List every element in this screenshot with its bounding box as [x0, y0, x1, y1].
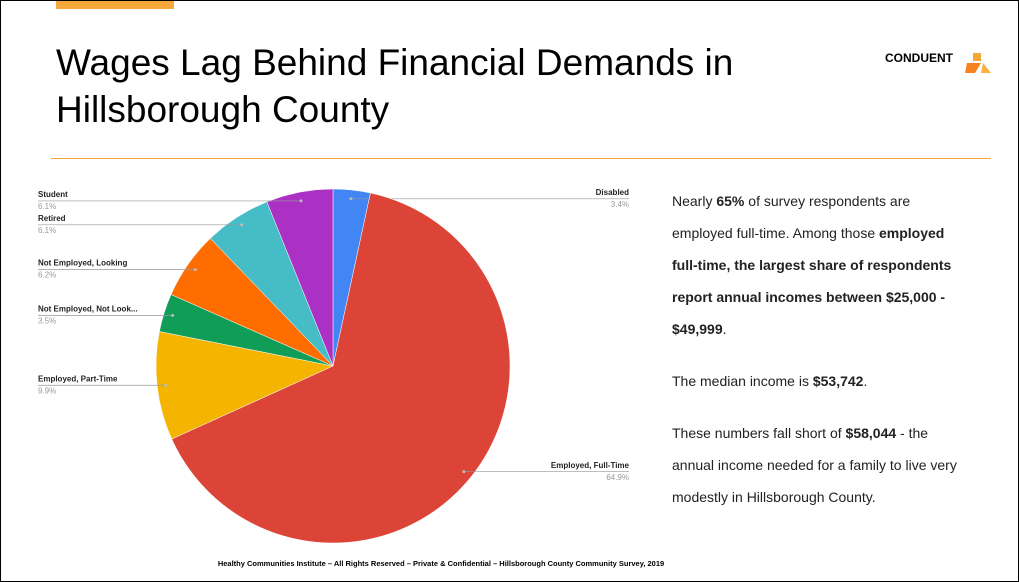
logo-icon: [965, 53, 991, 73]
divider: [51, 158, 991, 159]
slice-label: Not Employed, Looking: [38, 259, 127, 268]
pie-slice: [171, 192, 511, 544]
pie-slice: [155, 331, 334, 440]
leader-dot: [299, 199, 303, 203]
bold-text: employed full-time, the largest share of…: [672, 225, 952, 337]
slice-value: 6.1%: [38, 202, 56, 211]
pie-slice: [266, 188, 334, 367]
summary-text: Nearly 65% of survey respondents are emp…: [672, 185, 964, 533]
footer: Healthy Communities Institute – All Righ…: [217, 559, 665, 568]
slice-label: Student: [38, 190, 68, 199]
accent-bar: [56, 1, 174, 9]
slice-label: Disabled: [596, 188, 629, 197]
bold-text: $53,742: [812, 373, 864, 389]
slice-value: 9.9%: [38, 386, 56, 395]
text: Nearly: [672, 193, 717, 209]
slice-label: Retired: [38, 214, 66, 223]
slide-title: Wages Lag Behind Financial Demands in Hi…: [56, 42, 734, 130]
text: .: [863, 373, 868, 389]
leader-dot: [171, 313, 175, 317]
leader-dot: [349, 197, 353, 201]
text: The median income is: [672, 373, 813, 389]
text: These numbers fall short of: [672, 425, 846, 441]
bold-text: $58,044: [845, 425, 897, 441]
slice-label: Employed, Part-Time: [38, 374, 118, 383]
bold-text: 65%: [716, 193, 745, 209]
paragraph: Nearly 65% of survey respondents are emp…: [672, 185, 964, 345]
leader-dot: [193, 268, 197, 272]
slice-value: 6.1%: [38, 226, 56, 235]
leader-dot: [240, 223, 244, 227]
slice-label: Not Employed, Not Look...: [38, 304, 138, 313]
slice-label: Employed, Full-Time: [551, 461, 630, 470]
text: - the annual income needed for a family …: [672, 425, 957, 505]
text: .: [722, 321, 727, 337]
leader-dot: [462, 470, 466, 474]
logo: CONDUENT: [885, 51, 953, 65]
slice-value: 3.5%: [38, 316, 56, 325]
text: of survey respondents are employed full-…: [672, 193, 911, 241]
slice-value: 3.4%: [611, 200, 629, 209]
pie-chart: Disabled 3.4% Employed, Full-Time 64.9% Empl…: [38, 188, 630, 544]
slice-value: 64.9%: [606, 473, 629, 482]
paragraph: The median income is $53,742.: [672, 365, 964, 397]
slice-value: 6.2%: [38, 271, 56, 280]
logo-text: CONDUENT: [885, 51, 953, 65]
leader-dot: [164, 383, 168, 387]
paragraph: These numbers fall short of $58,044 - th…: [672, 417, 964, 513]
